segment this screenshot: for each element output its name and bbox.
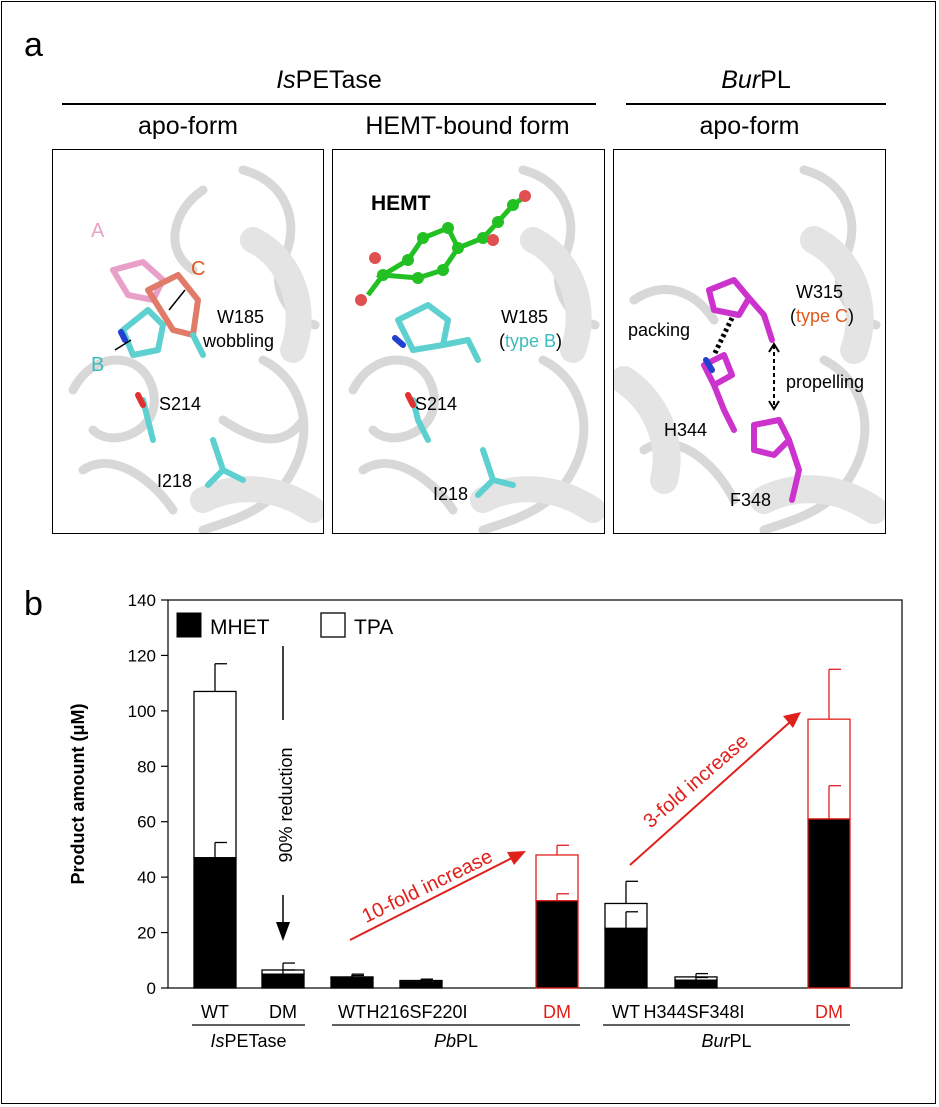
i218-label: I218 bbox=[157, 471, 193, 491]
group-label-2: BurPL bbox=[701, 1031, 751, 1051]
x-tick-label-3: H216SF220I bbox=[366, 1002, 467, 1022]
isp-group-rule bbox=[62, 103, 596, 105]
plot-frame bbox=[167, 599, 903, 989]
box3-title: apo-form bbox=[699, 112, 800, 140]
box2-title: HEMT-bound form bbox=[365, 112, 570, 140]
y-tick-label-7: 140 bbox=[128, 591, 156, 610]
increase-annotation-pb: 10-fold increase bbox=[359, 846, 497, 928]
f348-label: F348 bbox=[730, 490, 772, 510]
isp-group-title: IsPETase bbox=[276, 66, 382, 94]
x-tick-label-4: DM bbox=[543, 1002, 571, 1022]
protein-ribbon-2 bbox=[348, 165, 604, 533]
y-axis-label: Product amount (μM) bbox=[68, 704, 88, 885]
propelling-label: propelling bbox=[786, 372, 865, 392]
group-label-1: PbPL bbox=[434, 1031, 478, 1051]
w315-label: W315 bbox=[796, 282, 844, 302]
hemt-label: HEMT bbox=[371, 192, 431, 215]
protein-ribbon-3 bbox=[614, 165, 885, 533]
increase-arrowhead-bur bbox=[783, 712, 801, 728]
bar-mhet-1 bbox=[261, 973, 305, 989]
y-tick-label-3: 60 bbox=[137, 813, 156, 832]
bar-mhet-4 bbox=[535, 900, 579, 989]
h344-label: H344 bbox=[664, 420, 708, 440]
i218-label-2: I218 bbox=[433, 484, 469, 504]
s214-label-2: S214 bbox=[415, 394, 458, 414]
type-c-label: (type C) bbox=[790, 306, 855, 326]
y-tick-label-1: 20 bbox=[137, 924, 156, 943]
x-tick-label-0: WT bbox=[201, 1002, 229, 1022]
w185-label: W185 bbox=[217, 307, 265, 327]
wobbling-label: wobbling bbox=[203, 331, 275, 351]
bar-mhet-2 bbox=[330, 977, 374, 989]
w185-label-2: W185 bbox=[501, 307, 549, 327]
bar-tpa-0 bbox=[193, 690, 237, 859]
y-tick-label-0: 0 bbox=[147, 979, 156, 998]
type-b-label: (type B) bbox=[499, 331, 563, 351]
protein-ribbon-1 bbox=[68, 165, 323, 533]
bur-group-title: BurPL bbox=[721, 66, 791, 94]
panel-a-letter: a bbox=[24, 26, 43, 64]
legend-tpa-swatch bbox=[320, 612, 346, 638]
group-label-0: IsPETase bbox=[210, 1031, 286, 1051]
y-tick-label-5: 100 bbox=[128, 702, 156, 721]
reduction-annotation: 90% reduction bbox=[276, 747, 296, 862]
x-tick-label-2: WT bbox=[338, 1002, 366, 1022]
structure-image-isp-hemt: HEMT W185 (type B) S214 I218 bbox=[332, 149, 605, 534]
bar-mhet-7 bbox=[807, 818, 851, 989]
panel-b-letter: b bbox=[24, 585, 43, 623]
x-tick-label-6: H344SF348I bbox=[643, 1002, 744, 1022]
box1-title: apo-form bbox=[137, 112, 239, 140]
bar-mhet-0 bbox=[193, 857, 237, 989]
increase-arrow-bur bbox=[629, 721, 791, 866]
x-tick-label-7: DM bbox=[815, 1002, 843, 1022]
conformer-b-label: B bbox=[91, 354, 105, 376]
legend-tpa-label: TPA bbox=[354, 616, 393, 639]
increase-annotation-bur: 3-fold increase bbox=[639, 730, 752, 833]
legend-mhet-swatch bbox=[176, 612, 202, 638]
reduction-arrowhead bbox=[276, 922, 290, 941]
increase-arrowhead-pb bbox=[507, 851, 526, 865]
conformer-c-label: C bbox=[191, 258, 206, 280]
structure-image-isp-apo: A C B W185 wobbling S214 I218 bbox=[52, 149, 324, 534]
x-tick-label-5: WT bbox=[612, 1002, 640, 1022]
y-tick-label-4: 80 bbox=[137, 757, 156, 776]
bur-group-rule bbox=[626, 103, 886, 105]
structure-image-bur-apo: W315 (type C) packing propelling H344 F3… bbox=[613, 149, 886, 534]
legend-mhet-label: MHET bbox=[210, 616, 270, 639]
bar-mhet-5 bbox=[604, 927, 648, 989]
packing-label: packing bbox=[628, 320, 691, 340]
s214-label: S214 bbox=[159, 394, 202, 414]
conformer-a-label: A bbox=[91, 220, 105, 242]
bar-mhet-3 bbox=[399, 981, 443, 989]
x-tick-label-1: DM bbox=[269, 1002, 297, 1022]
increase-arrow-pb bbox=[349, 856, 515, 941]
y-tick-label-2: 40 bbox=[137, 868, 156, 887]
y-tick-label-6: 120 bbox=[128, 646, 156, 665]
bar-mhet-6 bbox=[674, 979, 718, 989]
